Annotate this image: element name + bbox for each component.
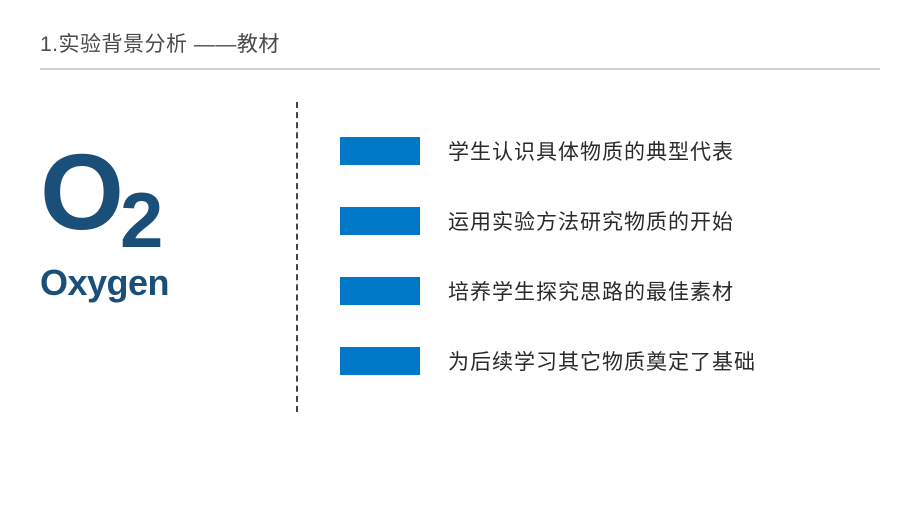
o2-letter: O: [40, 131, 120, 252]
bullet-text: 培养学生探究思路的最佳素材: [448, 276, 734, 306]
bullet-bar-icon: [340, 207, 420, 235]
content-area: O2 Oxygen 学生认识具体物质的典型代表 运用实验方法研究物质的开始 培养…: [0, 70, 920, 470]
bullet-bar-icon: [340, 277, 420, 305]
bullet-bar-icon: [340, 347, 420, 375]
vertical-divider: [296, 102, 298, 412]
bullet-bar-icon: [340, 137, 420, 165]
bullet-text: 为后续学习其它物质奠定了基础: [448, 346, 756, 376]
bullet-item: 运用实验方法研究物质的开始: [340, 206, 756, 236]
bullet-item: 为后续学习其它物质奠定了基础: [340, 346, 756, 376]
page-title: 1.实验背景分析 ——教材: [40, 28, 880, 58]
o2-subscript: 2: [120, 176, 159, 264]
bullet-list: 学生认识具体物质的典型代表 运用实验方法研究物质的开始 培养学生探究思路的最佳素…: [250, 118, 756, 470]
oxygen-label: Oxygen: [40, 262, 250, 304]
oxygen-logo: O2 Oxygen: [40, 118, 250, 470]
bullet-text: 学生认识具体物质的典型代表: [448, 136, 734, 166]
o2-symbol: O2: [40, 146, 250, 238]
bullet-item: 培养学生探究思路的最佳素材: [340, 276, 756, 306]
bullet-text: 运用实验方法研究物质的开始: [448, 206, 734, 236]
bullet-item: 学生认识具体物质的典型代表: [340, 136, 756, 166]
title-container: 1.实验背景分析 ——教材: [0, 0, 920, 58]
